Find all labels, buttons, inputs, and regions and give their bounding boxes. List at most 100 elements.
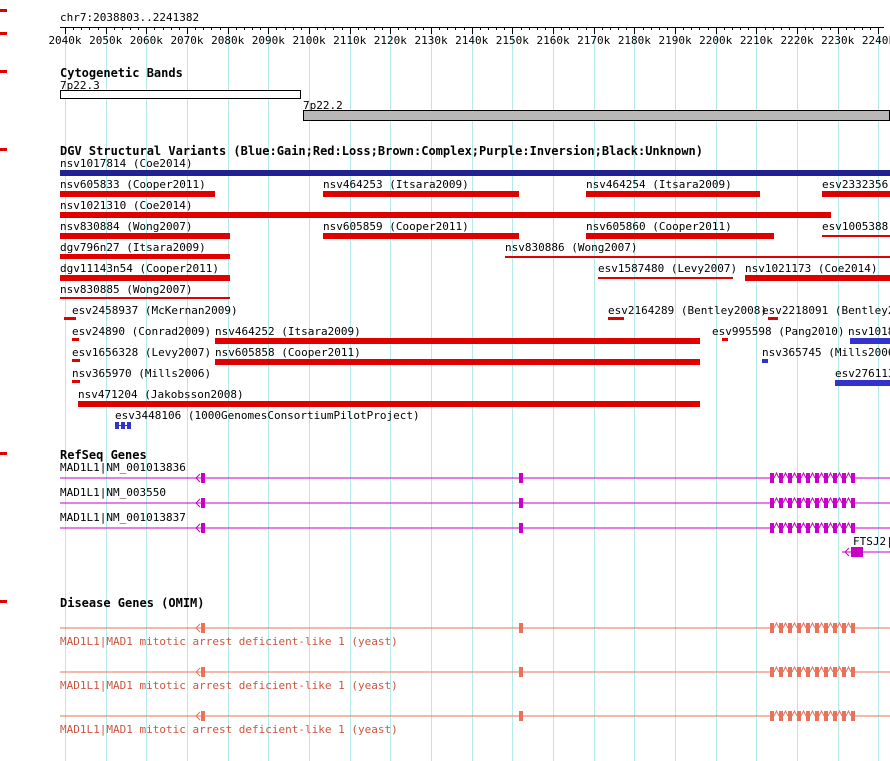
gridline	[715, 28, 717, 761]
dgv-feature-label[interactable]: esv1587480 (Levy2007)	[598, 262, 738, 275]
dgv-feature-bar[interactable]	[60, 254, 230, 259]
dgv-feature-label[interactable]: nsv605859 (Cooper2011)	[323, 220, 469, 233]
ruler-tick-label: 2040k	[48, 34, 82, 47]
ruler-minor-tick	[463, 27, 465, 30]
dgv-feature-label[interactable]: dgv11143n54 (Cooper2011)	[60, 262, 219, 275]
dgv-feature-bar[interactable]	[72, 359, 80, 362]
dgv-feature-label[interactable]: nsv830885 (Wong2007)	[60, 283, 193, 296]
dgv-feature-label[interactable]: nsv471204 (Jakobsson2008)	[78, 388, 244, 401]
gene-glyph[interactable]	[0, 705, 890, 727]
dgv-feature-bar[interactable]	[768, 317, 778, 320]
gene-exon	[201, 711, 205, 721]
dgv-feature-bar[interactable]	[115, 425, 131, 426]
dgv-feature-bar[interactable]	[586, 191, 760, 197]
dgv-feature-label[interactable]: nsv1021173 (Coe2014)	[745, 262, 878, 275]
dgv-feature-bar[interactable]	[72, 380, 80, 383]
dgv-feature-bar[interactable]	[72, 338, 79, 341]
dgv-feature-label[interactable]: nsv1017814 (Coe2014)	[60, 157, 193, 170]
gene-exon	[851, 547, 863, 557]
dgv-feature-label[interactable]: esv2332356 (	[822, 178, 889, 191]
dgv-feature-bar[interactable]	[822, 235, 890, 237]
ruler-minor-tick	[382, 27, 384, 30]
dgv-feature-bar[interactable]	[505, 256, 890, 258]
dgv-feature-bar[interactable]	[822, 191, 890, 197]
dgv-feature-bar[interactable]	[78, 401, 700, 407]
dgv-feature-bar[interactable]	[762, 359, 768, 363]
track-marker	[0, 32, 7, 35]
dgv-feature-bar[interactable]	[745, 275, 890, 281]
ruler-minor-tick	[300, 27, 302, 30]
dgv-feature-bar[interactable]	[598, 277, 733, 279]
dgv-feature-bar[interactable]	[608, 317, 624, 320]
omim-gene-description[interactable]: MAD1L1|MAD1 mitotic arrest deficient-lik…	[60, 635, 398, 648]
dgv-feature-bar[interactable]	[323, 233, 519, 239]
dgv-feature-bar[interactable]	[60, 233, 230, 239]
refseq-gene-label[interactable]: MAD1L1|NM_003550	[60, 486, 166, 499]
cytoband-box	[303, 110, 890, 121]
dgv-feature-label[interactable]: esv2218091 (Bentley200	[762, 304, 890, 317]
gridline	[837, 28, 839, 761]
refseq-gene-label[interactable]: FTSJ2|	[853, 535, 890, 548]
dgv-feature-label[interactable]: esv1005388 (	[822, 220, 889, 233]
dgv-feature-bar[interactable]	[60, 212, 831, 218]
gene-exon	[788, 623, 792, 633]
dgv-feature-bar[interactable]	[60, 275, 230, 281]
ruler-major-tick	[878, 27, 880, 34]
dgv-feature-label[interactable]: esv276113	[835, 367, 890, 380]
dgv-feature-bar[interactable]	[60, 170, 890, 176]
gene-glyph[interactable]	[0, 492, 890, 514]
gene-exon	[201, 623, 205, 633]
ruler-minor-tick	[764, 27, 766, 30]
dgv-feature-bar[interactable]	[64, 317, 76, 320]
ruler-major-tick	[268, 27, 270, 34]
gene-glyph[interactable]	[0, 541, 890, 563]
dgv-feature-label[interactable]: nsv605858 (Cooper2011)	[215, 346, 361, 359]
dgv-feature-label[interactable]: esv1656328 (Levy2007)	[72, 346, 212, 359]
dgv-feature-bar[interactable]	[850, 338, 890, 344]
dgv-feature-label[interactable]: nsv605860 (Cooper2011)	[586, 220, 732, 233]
gene-exon	[851, 711, 855, 721]
ruler-tick-label: 2130k	[414, 34, 448, 47]
gene-exon	[770, 623, 774, 633]
gene-glyph[interactable]	[0, 467, 890, 489]
refseq-gene-label[interactable]: MAD1L1|NM_001013836	[60, 461, 186, 474]
ruler-minor-tick	[243, 27, 245, 30]
refseq-gene-label[interactable]: MAD1L1|NM_001013837	[60, 511, 186, 524]
dgv-feature-label[interactable]: nsv1018	[848, 325, 890, 338]
dgv-feature-bar[interactable]	[60, 297, 230, 299]
ruler-minor-tick	[853, 27, 855, 30]
dgv-feature-label[interactable]: nsv605833 (Cooper2011)	[60, 178, 206, 191]
dgv-feature-bar[interactable]	[722, 338, 728, 341]
dgv-feature-label[interactable]: esv995598 (Pang2010)	[712, 325, 845, 338]
dgv-feature-label[interactable]: esv2164289 (Bentley2008)	[608, 304, 767, 317]
dgv-feature-label[interactable]: nsv830884 (Wong2007)	[60, 220, 193, 233]
dgv-feature-label[interactable]: nsv464254 (Itsara2009)	[586, 178, 732, 191]
omim-gene-description[interactable]: MAD1L1|MAD1 mitotic arrest deficient-lik…	[60, 679, 398, 692]
dgv-feature-bar[interactable]	[586, 233, 774, 239]
gene-exon	[806, 711, 810, 721]
gene-glyph[interactable]	[0, 617, 890, 639]
dgv-feature-label[interactable]: esv24890 (Conrad2009)	[72, 325, 212, 338]
ruler-minor-tick	[479, 27, 481, 30]
gene-glyph[interactable]	[0, 661, 890, 683]
gene-exon	[842, 711, 846, 721]
dgv-feature-label[interactable]: nsv830886 (Wong2007)	[505, 241, 638, 254]
dgv-feature-bar[interactable]	[215, 338, 700, 344]
dgv-feature-label[interactable]: nsv365745 (Mills2006)	[762, 346, 890, 359]
dgv-feature-label[interactable]: nsv464252 (Itsara2009)	[215, 325, 361, 338]
dgv-feature-bar[interactable]	[323, 191, 519, 197]
dgv-feature-label[interactable]: nsv365970 (Mills2006)	[72, 367, 212, 380]
omim-gene-description[interactable]: MAD1L1|MAD1 mitotic arrest deficient-lik…	[60, 723, 398, 736]
dgv-feature-label[interactable]: nsv1021310 (Coe2014)	[60, 199, 193, 212]
dgv-feature-label[interactable]: esv2458937 (McKernan2009)	[72, 304, 238, 317]
gridline	[878, 28, 880, 761]
gene-exon	[788, 473, 792, 483]
dgv-feature-label[interactable]: dgv796n27 (Itsara2009)	[60, 241, 206, 254]
dgv-feature-bar[interactable]	[215, 359, 700, 365]
dgv-feature-bar[interactable]	[60, 191, 215, 197]
dgv-feature-label[interactable]: esv3448106 (1000GenomesConsortiumPilotPr…	[115, 409, 420, 422]
dgv-feature-bar[interactable]	[835, 380, 890, 386]
gene-glyph[interactable]	[0, 517, 890, 539]
dgv-feature-label[interactable]: nsv464253 (Itsara2009)	[323, 178, 469, 191]
ruler-tick-label: 2080k	[211, 34, 245, 47]
